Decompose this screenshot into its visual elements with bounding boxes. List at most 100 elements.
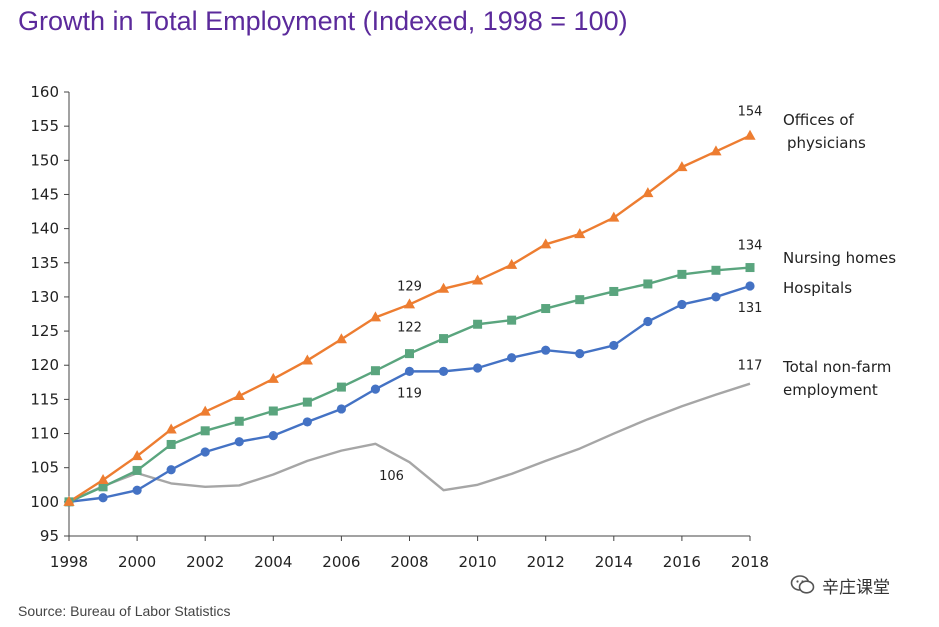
legend-offices-of-physicians: Offices of physicians (783, 111, 866, 152)
x-tick-label: 2008 (390, 553, 428, 571)
point-nursing-homes (370, 366, 380, 376)
point-nursing-homes (745, 263, 755, 273)
point-offices-of-physicians (63, 495, 75, 506)
point-nursing-homes (575, 295, 585, 305)
point-hospitals (677, 299, 687, 310)
y-tick-label: 140 (30, 220, 59, 238)
point-hospitals (166, 465, 176, 475)
point-offices-of-physicians (335, 333, 347, 344)
point-hospitals (643, 316, 653, 327)
point-nursing-homes (268, 406, 278, 416)
x-tick-label: 2004 (254, 553, 292, 571)
point-offices-of-physicians (131, 450, 143, 461)
point-hospitals (234, 437, 244, 447)
data-label-hospitals: 131 (738, 301, 763, 316)
data-label-nursing-homes: 122 (397, 321, 422, 336)
y-tick-label: 110 (30, 425, 59, 443)
point-offices-of-physicians (472, 274, 484, 285)
point-offices-of-physicians (403, 298, 416, 309)
point-nursing-homes (166, 439, 176, 449)
legend-line: Nursing homes (783, 249, 896, 267)
point-hospitals (745, 281, 755, 291)
x-tick-label: 2000 (118, 553, 156, 571)
point-hospitals (268, 430, 278, 441)
point-offices-of-physicians (267, 372, 279, 383)
y-tick-label: 120 (30, 356, 59, 374)
legend-line: Total non-farm (782, 358, 891, 376)
point-nursing-homes (234, 416, 244, 426)
point-offices-of-physicians (676, 161, 688, 172)
y-tick-label: 150 (30, 151, 59, 169)
y-axis-ticks: 95 100 105 110 115 120 125 130 135 140 145 150 155 16… (30, 83, 69, 545)
legend-line: Offices of (783, 111, 855, 129)
data-label-offices-of-physicians: 154 (738, 105, 763, 120)
legend-line: Hospitals (783, 279, 852, 297)
point-hospitals (200, 447, 210, 457)
legend-line: employment (783, 381, 878, 399)
data-label-hospitals: 119 (397, 386, 422, 401)
wechat-icon (790, 575, 815, 594)
point-hospitals (438, 366, 449, 376)
point-offices-of-physicians (574, 228, 586, 239)
chart-title: Growth in Total Employment (Indexed, 199… (18, 6, 628, 36)
watermark: 辛庄课堂 (790, 572, 890, 598)
point-offices-of-physicians (97, 473, 109, 484)
point-nursing-homes (200, 426, 210, 436)
point-nursing-homes (336, 382, 346, 392)
y-tick-label: 95 (40, 527, 59, 545)
point-hospitals (575, 349, 585, 359)
point-offices-of-physicians (165, 423, 177, 434)
legend-total-non-farm-employment: Total non-farm employment (782, 358, 891, 399)
point-nursing-homes (473, 319, 483, 329)
data-label-total-non-farm-employment: 106 (379, 469, 404, 484)
point-nursing-homes (507, 315, 517, 325)
point-offices-of-physicians (369, 311, 382, 322)
y-tick-label: 155 (30, 117, 59, 135)
legend-hospitals: Hospitals (783, 279, 852, 297)
x-tick-label: 2006 (322, 553, 360, 571)
point-offices-of-physicians (744, 129, 756, 140)
point-nursing-homes (541, 304, 551, 314)
point-hospitals (473, 363, 483, 373)
point-nursing-homes (711, 265, 721, 275)
y-tick-label: 100 (30, 493, 59, 511)
x-tick-label: 2012 (527, 553, 565, 571)
point-hospitals (132, 485, 142, 495)
point-nursing-homes (132, 465, 142, 475)
y-tick-label: 145 (30, 185, 59, 203)
point-nursing-homes (302, 397, 312, 407)
data-label-offices-of-physicians: 129 (397, 279, 422, 294)
y-tick-label: 115 (30, 390, 59, 408)
y-tick-label: 160 (30, 83, 59, 101)
line-total-non-farm-employment (68, 382, 751, 503)
point-nursing-homes (405, 349, 414, 359)
y-tick-label: 125 (30, 322, 59, 340)
point-hospitals (370, 384, 381, 394)
y-tick-label: 105 (30, 459, 59, 477)
legend-nursing-homes: Nursing homes (783, 249, 896, 267)
point-nursing-homes (98, 482, 108, 492)
x-tick-label: 2018 (731, 553, 769, 571)
x-tick-label: 2016 (663, 553, 701, 571)
point-nursing-homes (439, 334, 449, 344)
point-nursing-homes (609, 286, 619, 296)
point-nursing-homes (677, 269, 687, 279)
series-markers (63, 129, 756, 507)
point-hospitals (336, 404, 346, 414)
data-labels: 129 154 122 134 119 131 106 117 (379, 105, 762, 485)
y-tick-label: 135 (30, 254, 59, 272)
point-hospitals (541, 345, 551, 355)
legend-line: physicians (787, 134, 866, 152)
point-hospitals (711, 292, 721, 302)
x-tick-label: 1998 (50, 553, 88, 571)
point-offices-of-physicians (233, 389, 245, 400)
point-nursing-homes (643, 279, 653, 289)
series-labels: Offices of physicians Nursing homes Hospita… (782, 111, 896, 399)
data-label-total-non-farm-employment: 117 (738, 359, 763, 374)
point-offices-of-physicians (199, 405, 211, 416)
source-note: Source: Bureau of Labor Statistics (18, 603, 231, 619)
point-hospitals (507, 353, 517, 363)
x-tick-label: 2002 (186, 553, 224, 571)
watermark-text: 辛庄课堂 (822, 577, 890, 597)
point-offices-of-physicians (301, 354, 313, 365)
